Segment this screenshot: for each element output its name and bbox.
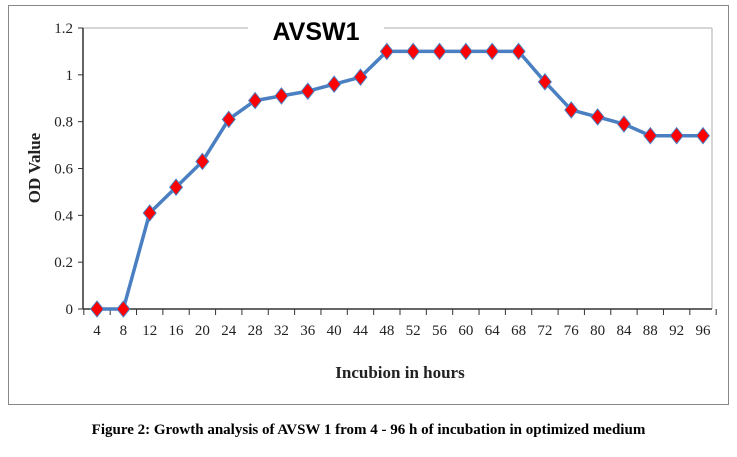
x-tick-label: 92 xyxy=(669,323,684,339)
data-point xyxy=(695,126,711,145)
data-point xyxy=(406,42,421,61)
y-tick-label: 1.2 xyxy=(54,21,73,37)
data-point xyxy=(195,152,210,171)
data-point xyxy=(142,204,157,222)
x-tick-label: 28 xyxy=(248,323,263,339)
y-tick-label: 0.6 xyxy=(54,162,73,178)
y-tick-label: 0 xyxy=(66,302,74,318)
data-point xyxy=(300,82,315,101)
x-tick-label: 4 xyxy=(93,323,101,339)
data-point xyxy=(221,110,236,129)
data-point xyxy=(537,73,552,91)
data-point xyxy=(669,126,684,145)
data-point xyxy=(274,87,289,105)
x-tick-label: 32 xyxy=(274,323,289,339)
x-tick-label: 80 xyxy=(590,323,605,339)
x-tick-label: 24 xyxy=(221,323,237,339)
y-tick-label: 1 xyxy=(66,68,74,84)
series-line xyxy=(97,49,703,311)
x-tick-label: 72 xyxy=(537,323,552,339)
x-tick-label: 36 xyxy=(300,323,316,339)
data-point xyxy=(116,300,131,318)
x-tick-label: 8 xyxy=(120,323,128,339)
line-chart: 00.20.40.60.811.24 8 12 16 20 24 28 32 36 40 44 48 5… xyxy=(25,14,717,382)
chart-title: AVSW1 xyxy=(272,18,359,46)
x-tick-label: 20 xyxy=(195,323,210,339)
data-point xyxy=(643,126,658,145)
y-axis-label: OD Value xyxy=(25,132,44,203)
y-tick-label: 0.2 xyxy=(54,255,73,271)
y-tick-label: 0.8 xyxy=(54,115,73,131)
x-tick-label: 60 xyxy=(458,323,473,339)
data-point xyxy=(169,178,184,197)
data-point xyxy=(458,42,473,61)
data-point xyxy=(564,101,579,119)
x-tick-label: 84 xyxy=(616,323,632,339)
data-point xyxy=(511,42,526,61)
title-background xyxy=(248,14,384,44)
data-point xyxy=(353,68,368,86)
x-axis-label: Incubion in hours xyxy=(335,363,465,382)
x-tick-label: 96 xyxy=(696,323,712,339)
data-point xyxy=(89,300,105,318)
x-tick-label: 40 xyxy=(327,323,342,339)
y-tick-label: 0.4 xyxy=(54,208,73,224)
x-tick-label: 52 xyxy=(406,323,421,339)
x-tick-label: 76 xyxy=(564,323,580,339)
data-point xyxy=(590,108,605,126)
data-point xyxy=(379,42,394,61)
x-tick-label: 68 xyxy=(511,323,526,339)
x-tick-label: 64 xyxy=(485,323,501,339)
x-tick-label: 44 xyxy=(353,323,369,339)
figure-frame xyxy=(8,5,729,405)
data-point xyxy=(616,115,631,133)
data-point xyxy=(432,42,447,61)
figure-caption: Figure 2: Growth analysis of AVSW 1 from… xyxy=(91,422,646,438)
data-point xyxy=(485,42,500,61)
data-point xyxy=(248,91,263,110)
data-point xyxy=(327,75,342,94)
x-tick-label: 56 xyxy=(432,323,448,339)
x-tick-label: 16 xyxy=(169,323,185,339)
x-tick-label: 12 xyxy=(142,323,157,339)
x-tick-label: 88 xyxy=(643,323,658,339)
x-tick-label: 48 xyxy=(379,323,394,339)
